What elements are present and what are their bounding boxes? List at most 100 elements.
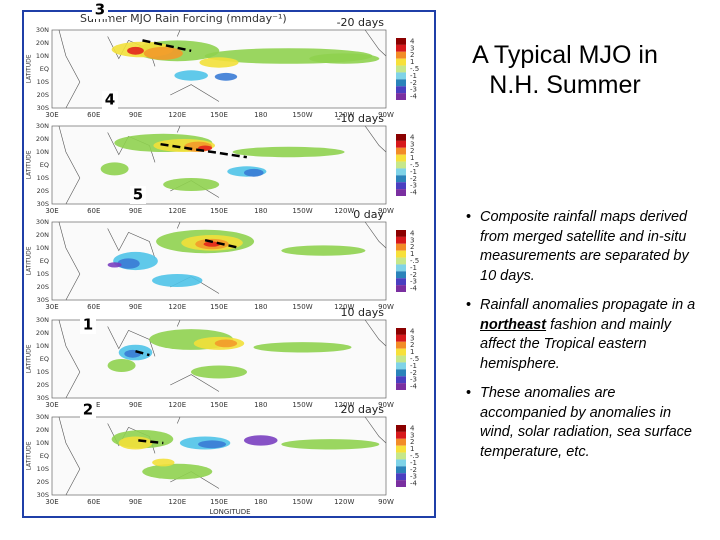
rain-anomaly xyxy=(281,439,380,450)
lag-label: 0 day xyxy=(353,208,384,221)
lat-label: EQ xyxy=(40,161,49,169)
colorbar-label: -2 xyxy=(410,369,417,377)
colorbar-segment xyxy=(396,376,406,384)
rain-anomaly xyxy=(118,436,153,450)
lat-label: 10N xyxy=(36,342,49,350)
rain-anomaly xyxy=(152,458,175,467)
colorbar-segment xyxy=(396,72,406,80)
rain-anomaly xyxy=(191,365,247,379)
lat-axis-label: LATITUDE xyxy=(26,246,33,275)
lat-label: 10S xyxy=(37,174,49,182)
lon-label: 60E xyxy=(87,111,100,119)
phase-box xyxy=(102,91,118,109)
rain-anomaly xyxy=(214,72,238,81)
lon-label: 60E xyxy=(87,303,100,311)
colorbar-label: -1 xyxy=(410,264,417,272)
colorbar-label: -4 xyxy=(410,285,418,293)
colorbar-label: -.5 xyxy=(410,65,419,73)
colorbar-segment xyxy=(396,473,406,481)
lat-label: 20N xyxy=(36,39,49,47)
colorbar-segment xyxy=(396,285,406,292)
lat-label: 20S xyxy=(37,91,49,99)
colorbar-label: 4 xyxy=(410,229,415,237)
colorbar-segment xyxy=(396,257,406,265)
colorbar-segment xyxy=(396,154,406,162)
map-background xyxy=(51,125,387,205)
colorbar-segment xyxy=(396,189,406,196)
lon-label: 150E xyxy=(210,498,228,506)
lon-label: 150W xyxy=(292,401,312,409)
colorbar-segment xyxy=(396,355,406,363)
lon-label: 120E xyxy=(168,207,186,215)
lon-label: 60E xyxy=(87,498,100,506)
phase-number: 3 xyxy=(95,1,105,19)
lon-label: 90W xyxy=(378,401,394,409)
colorbar-segment xyxy=(396,466,406,474)
lon-label: 120W xyxy=(334,401,354,409)
lat-label: 20N xyxy=(36,231,49,239)
phase-box xyxy=(80,401,96,419)
lat-label: 20S xyxy=(37,381,49,389)
colorbar-segment xyxy=(396,175,406,183)
lat-label: 20N xyxy=(36,135,49,143)
lat-label: 10S xyxy=(37,270,49,278)
rain-anomaly xyxy=(198,440,227,449)
colorbar-label: 2 xyxy=(410,243,414,251)
rain-anomaly xyxy=(232,146,345,158)
lon-label: 90E xyxy=(129,303,142,311)
rain-anomaly xyxy=(174,70,208,81)
lat-label: 10S xyxy=(37,465,49,473)
lon-label: 180 xyxy=(254,498,267,506)
lat-label: 30N xyxy=(36,316,49,324)
lon-label: 90W xyxy=(378,498,394,506)
bullet: Composite rainfall maps derived from mer… xyxy=(462,208,702,286)
colorbar-segment xyxy=(396,334,406,342)
lon-label: 120E xyxy=(168,401,186,409)
propagation-line xyxy=(135,349,150,357)
lon-label: 90E xyxy=(129,207,142,215)
lon-label: 90W xyxy=(378,207,394,215)
lat-label: 30S xyxy=(37,394,49,402)
colorbar-label: 4 xyxy=(410,133,415,141)
lon-label: 120E xyxy=(168,498,186,506)
lat-label: 20S xyxy=(37,478,49,486)
rain-anomaly xyxy=(199,57,239,68)
rain-anomaly xyxy=(309,53,380,64)
colorbar-segment xyxy=(396,93,406,100)
colorbar-segment xyxy=(396,383,406,390)
colorbar-label: 3 xyxy=(410,44,414,52)
colorbar-segment xyxy=(396,271,406,279)
lon-label: 150E xyxy=(210,111,228,119)
lag-label: 20 days xyxy=(341,403,385,416)
lon-label: 150W xyxy=(292,303,312,311)
lag-label: -10 days xyxy=(337,112,385,125)
lon-label: 180 xyxy=(254,111,267,119)
rain-anomaly xyxy=(243,435,278,446)
lon-label: 30E xyxy=(45,111,58,119)
propagation-line xyxy=(142,39,192,53)
lon-label: 150W xyxy=(292,498,312,506)
lat-label: 20S xyxy=(37,187,49,195)
colorbar-segment xyxy=(396,65,406,73)
phase-number: 2 xyxy=(83,401,93,419)
map-background xyxy=(51,416,387,496)
propagation-line xyxy=(204,238,241,250)
colorbar-label: -3 xyxy=(410,278,417,286)
colorbar-label: 1 xyxy=(410,154,414,162)
colorbar-label: 1 xyxy=(410,250,414,258)
lat-label: 30S xyxy=(37,104,49,112)
rain-anomaly xyxy=(243,168,264,177)
rain-anomaly xyxy=(163,178,220,191)
rain-anomaly xyxy=(281,245,366,256)
colorbar-segment xyxy=(396,452,406,460)
lat-label: 10N xyxy=(36,244,49,252)
rain-anomaly xyxy=(127,46,144,55)
colorbar-label: -4 xyxy=(410,480,418,488)
lat-label: 20S xyxy=(37,283,49,291)
phase-number: 5 xyxy=(133,186,143,204)
lon-label: 30E xyxy=(45,401,58,409)
lon-label: 120W xyxy=(334,207,354,215)
lon-label: 150W xyxy=(292,207,312,215)
colorbar-label: 4 xyxy=(410,37,415,45)
bullet: These anomalies are accompanied by anoma… xyxy=(462,384,702,462)
